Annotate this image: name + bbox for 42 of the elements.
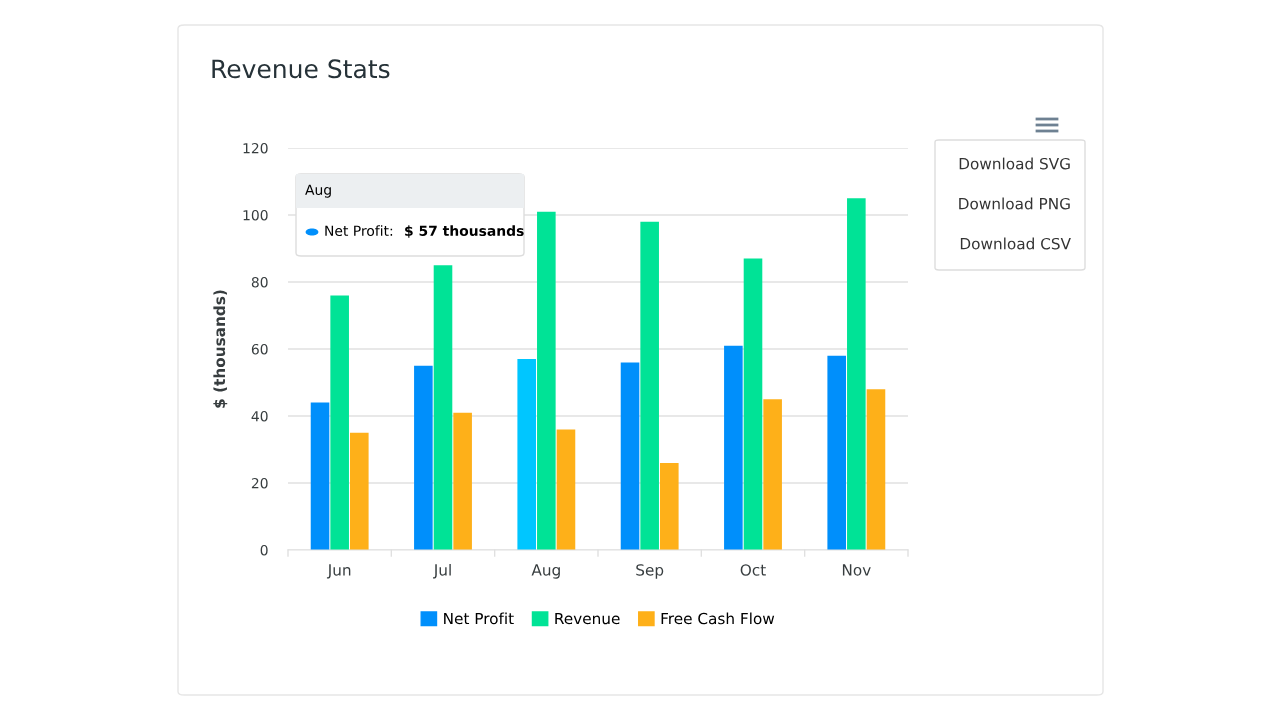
y-axis-title: $ (thousands) <box>213 290 228 408</box>
x-tick-label: Oct <box>740 564 766 576</box>
bar <box>620 362 640 550</box>
bar <box>866 389 886 550</box>
bar <box>517 359 536 550</box>
bar <box>660 462 679 550</box>
bar <box>724 345 743 550</box>
bar <box>743 258 763 550</box>
y-tick-label: 80 <box>251 276 268 288</box>
annotation: Net Profit: <box>325 225 393 237</box>
text: Download SVG <box>959 157 1070 170</box>
bar <box>453 412 472 550</box>
x-tick-label: Sep <box>636 564 664 579</box>
annotation: $ 57 thousands <box>405 225 524 238</box>
bar <box>640 221 659 550</box>
legend-label: Revenue <box>555 612 620 625</box>
y-tick-label: 100 <box>243 209 268 221</box>
x-tick-label: Jul <box>432 563 451 579</box>
x-tick-label: Aug <box>531 564 560 579</box>
y-tick-label: 0 <box>260 544 268 556</box>
bar <box>763 399 782 550</box>
legend-label: Net Profit <box>444 612 514 625</box>
x-tick-label: Nov <box>842 564 871 576</box>
bar <box>827 355 846 550</box>
y-tick-label: 60 <box>251 343 268 355</box>
bar <box>433 265 453 550</box>
text: Download PNG <box>959 197 1070 210</box>
y-tick-label: 20 <box>251 477 268 489</box>
legend-label: Free Cash Flow <box>661 612 775 625</box>
annotation: Aug <box>305 184 331 198</box>
y-tick-label: 120 <box>243 142 268 154</box>
bar <box>847 198 866 550</box>
y-tick-label: 40 <box>251 410 268 422</box>
x-tick-label: Jun <box>326 564 351 579</box>
bar <box>310 402 330 550</box>
chart-title: Revenue Stats <box>212 59 390 79</box>
bar <box>556 429 576 550</box>
bar <box>330 295 349 550</box>
text: Download CSV <box>960 237 1071 250</box>
bar <box>537 211 556 550</box>
bar <box>414 365 433 550</box>
bar <box>350 432 369 550</box>
